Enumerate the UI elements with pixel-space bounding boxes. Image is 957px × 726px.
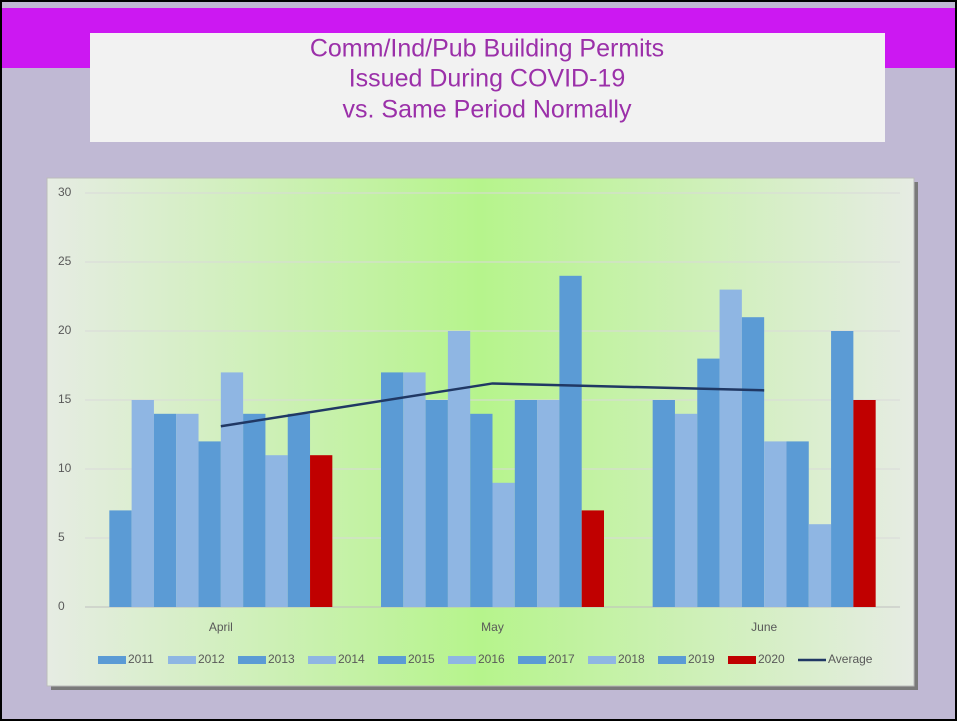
bar: [492, 482, 515, 607]
y-tick-label: 30: [58, 185, 72, 199]
y-tick-label: 10: [58, 461, 72, 475]
bar: [831, 331, 854, 607]
bar: [559, 275, 582, 607]
legend-label: 2014: [338, 652, 365, 666]
plot: 0 5 10 15 20 25 30 April May June 2011 2012 2013 2014…: [58, 185, 900, 666]
bar: [131, 400, 154, 607]
legend-label: 2018: [618, 652, 645, 666]
bar: [674, 413, 698, 607]
chart-title: Comm/Ind/Pub Building Permits: [310, 35, 664, 63]
bar: [537, 400, 560, 607]
chart-title: Issued During COVID-19: [349, 65, 626, 93]
bar: [808, 524, 832, 607]
y-tick-label: 25: [58, 254, 72, 268]
legend-swatch: [98, 656, 126, 664]
bar: [581, 510, 604, 607]
legend-label: 2011: [128, 652, 154, 666]
bar: [265, 455, 288, 607]
bar: [287, 413, 311, 607]
bar: [176, 413, 199, 607]
legend-swatch: [378, 656, 406, 664]
x-tick-label: April: [209, 620, 233, 634]
bar: [786, 441, 809, 607]
bar: [153, 413, 177, 607]
legend-label: 2017: [548, 652, 575, 666]
bar: [425, 400, 448, 607]
bar: [719, 289, 742, 607]
bar: [220, 372, 244, 607]
y-tick-label: 20: [58, 323, 72, 337]
bar: [652, 400, 675, 607]
legend-swatch: [728, 656, 756, 664]
legend-label: Average: [828, 652, 873, 666]
legend-swatch: [238, 656, 266, 664]
bar: [310, 455, 333, 607]
bar: [764, 441, 787, 607]
bar: [447, 331, 471, 607]
bar: [403, 372, 426, 607]
chart-title: vs. Same Period Normally: [343, 96, 632, 124]
bar: [381, 372, 404, 607]
legend-swatch: [658, 656, 686, 664]
bar: [243, 413, 266, 607]
bar: [109, 510, 132, 607]
bar: [470, 413, 493, 607]
y-tick-label: 0: [58, 599, 65, 613]
y-tick-label: 5: [58, 530, 65, 544]
average-line: [220, 382, 765, 428]
legend-label: 2019: [688, 652, 715, 666]
legend-swatch: [308, 656, 336, 664]
x-tick-label: May: [481, 620, 504, 634]
legend-swatch: [518, 656, 546, 664]
title-box: [90, 33, 885, 142]
legend-label: 2012: [198, 652, 225, 666]
legend-swatch: [168, 656, 196, 664]
bar: [697, 358, 720, 607]
legend-label: 2016: [478, 652, 505, 666]
legend-label: 2013: [268, 652, 295, 666]
bar: [853, 400, 876, 607]
x-tick-label: June: [751, 620, 777, 634]
y-tick-label: 15: [58, 392, 72, 406]
bar: [514, 400, 538, 607]
legend-label: 2020: [758, 652, 785, 666]
legend-label: 2015: [408, 652, 435, 666]
legend-swatch: [448, 656, 476, 664]
bar: [198, 441, 221, 607]
legend-swatch: [588, 656, 616, 664]
bar: [741, 317, 765, 607]
